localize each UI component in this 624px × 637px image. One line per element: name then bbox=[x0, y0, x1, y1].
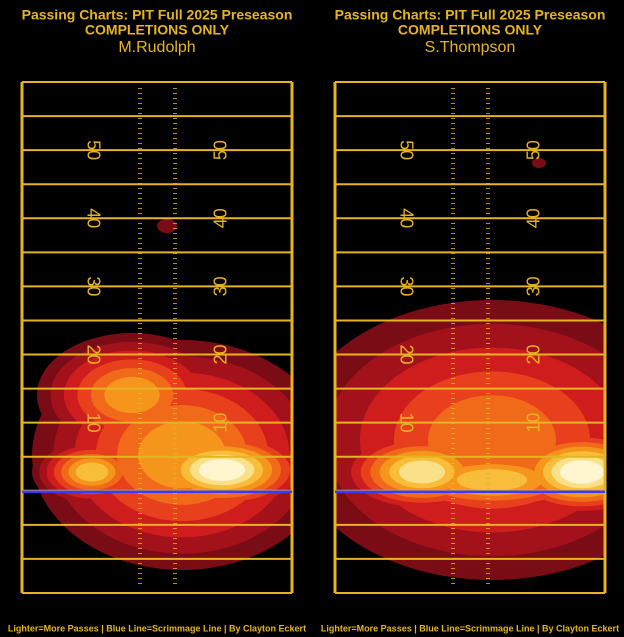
yard-number: 30 bbox=[83, 276, 103, 296]
yard-number: 30 bbox=[211, 276, 231, 296]
heat-contour bbox=[456, 469, 528, 491]
panel-title: Passing Charts: PIT Full 2025 Preseason bbox=[22, 7, 293, 23]
yard-number: 10 bbox=[211, 413, 231, 433]
yard-number: 40 bbox=[396, 208, 416, 228]
panel-title: Passing Charts: PIT Full 2025 Preseason bbox=[335, 7, 606, 23]
yard-number: 10 bbox=[396, 413, 416, 433]
yard-number: 40 bbox=[524, 208, 544, 228]
panel: Passing Charts: PIT Full 2025 PreseasonC… bbox=[8, 7, 306, 634]
yard-number: 50 bbox=[396, 140, 416, 160]
player-name: S.Thompson bbox=[425, 39, 516, 56]
yard-number: 20 bbox=[524, 345, 544, 365]
yard-number: 20 bbox=[83, 345, 103, 365]
yard-number: 10 bbox=[524, 413, 544, 433]
yard-number: 10 bbox=[83, 413, 103, 433]
yard-number: 40 bbox=[83, 208, 103, 228]
heat-contour bbox=[75, 462, 109, 482]
heat-contour bbox=[532, 158, 546, 168]
heat-contour bbox=[157, 219, 177, 233]
yard-number: 30 bbox=[396, 276, 416, 296]
heat-contour bbox=[398, 460, 446, 484]
footer: Lighter=More Passes | Blue Line=Scrimmag… bbox=[321, 623, 619, 633]
yard-number: 50 bbox=[524, 140, 544, 160]
heat-contour bbox=[560, 460, 604, 484]
player-name: M.Rudolph bbox=[118, 39, 195, 56]
yard-number: 50 bbox=[83, 140, 103, 160]
yard-number: 30 bbox=[524, 276, 544, 296]
panel-subtitle: COMPLETIONS ONLY bbox=[85, 22, 230, 38]
yard-number: 40 bbox=[211, 208, 231, 228]
heat-contour bbox=[198, 459, 246, 481]
panel-subtitle: COMPLETIONS ONLY bbox=[398, 22, 543, 38]
yard-number: 20 bbox=[396, 345, 416, 365]
yard-number: 20 bbox=[211, 345, 231, 365]
footer: Lighter=More Passes | Blue Line=Scrimmag… bbox=[8, 623, 306, 633]
heat-contour bbox=[104, 376, 160, 414]
panel: Passing Charts: PIT Full 2025 PreseasonC… bbox=[321, 7, 619, 634]
yard-number: 50 bbox=[211, 140, 231, 160]
